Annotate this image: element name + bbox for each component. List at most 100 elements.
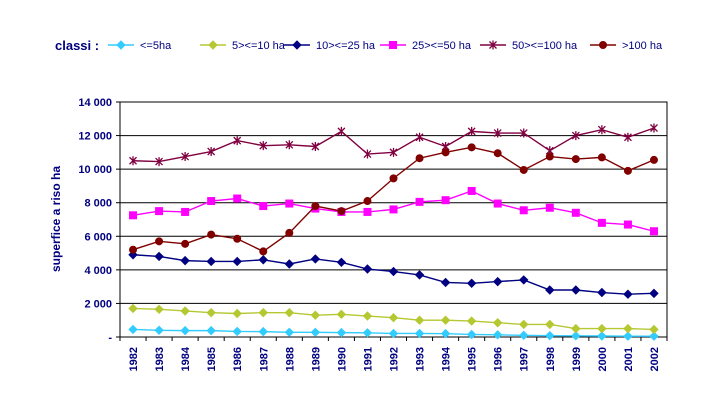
data-point <box>389 174 398 183</box>
data-point <box>489 40 497 50</box>
y-tick-label: 2 000 <box>84 298 112 310</box>
data-point <box>259 202 268 211</box>
x-tick-label: 1983 <box>154 347 166 371</box>
data-point <box>310 327 321 338</box>
data-point <box>649 331 659 341</box>
data-point <box>233 136 242 146</box>
data-point <box>285 140 294 150</box>
data-point <box>440 277 451 288</box>
data-point <box>545 285 555 295</box>
x-tick-label: 2002 <box>649 347 661 371</box>
data-point <box>208 40 218 50</box>
data-point <box>388 328 399 339</box>
x-tick-label: 1993 <box>415 347 427 371</box>
legend-label: 25><=50 ha <box>412 40 472 52</box>
data-point <box>597 323 607 334</box>
y-axis-title: superfice a riso ha <box>49 166 63 272</box>
data-point <box>623 166 632 175</box>
x-tick-label: 1985 <box>206 347 218 371</box>
data-point <box>623 132 632 142</box>
data-point <box>597 287 607 298</box>
series--5ha <box>128 324 659 341</box>
data-point <box>466 329 477 340</box>
x-tick-label: 1986 <box>232 347 244 371</box>
data-point <box>154 325 164 335</box>
data-point <box>311 202 320 211</box>
data-point <box>129 245 138 254</box>
x-tick-label: 1994 <box>441 346 453 371</box>
data-point <box>362 311 373 321</box>
data-point <box>649 227 658 236</box>
y-tick-label: 4 000 <box>84 265 112 277</box>
data-point <box>310 310 321 320</box>
data-point <box>233 234 242 243</box>
data-point <box>519 165 528 174</box>
data-point <box>597 218 606 227</box>
data-point <box>441 148 450 157</box>
data-point <box>467 186 476 195</box>
x-tick-label: 1989 <box>310 347 322 371</box>
legend-item: 50><=100 ha <box>480 40 578 52</box>
x-tick-label: 2001 <box>623 347 635 371</box>
data-point <box>492 330 503 340</box>
data-point <box>180 325 190 336</box>
data-point <box>154 251 164 262</box>
data-point <box>206 307 216 318</box>
data-point <box>154 304 164 315</box>
data-point <box>493 149 502 158</box>
data-point <box>259 247 268 256</box>
data-point <box>493 199 502 208</box>
data-point <box>336 327 347 338</box>
data-point <box>363 207 372 216</box>
x-tick-label: 1988 <box>284 347 296 371</box>
data-point <box>414 328 425 339</box>
data-point <box>649 288 659 299</box>
data-point <box>519 275 529 285</box>
data-point <box>649 155 658 164</box>
data-point <box>389 147 398 157</box>
data-point <box>388 266 399 277</box>
data-point <box>285 228 294 237</box>
data-point <box>597 331 607 341</box>
data-point <box>440 315 451 325</box>
data-point <box>492 318 503 328</box>
data-point <box>233 194 242 203</box>
data-point <box>128 303 138 314</box>
plot-area-frame <box>119 101 668 338</box>
data-point <box>389 205 398 214</box>
data-point <box>129 211 138 220</box>
data-point <box>571 331 581 341</box>
y-tick-label: - <box>108 332 112 344</box>
data-point <box>623 220 632 229</box>
data-point <box>414 270 425 280</box>
legend-label: 5><=10 ha <box>232 40 286 52</box>
data-point <box>415 197 424 206</box>
data-point <box>155 157 164 167</box>
data-point <box>467 143 476 152</box>
data-point <box>519 206 528 215</box>
data-point <box>650 123 658 133</box>
data-point <box>623 323 633 334</box>
x-axis-ticks: 1982 1983 1984 1985 1986 1987 1988 1989 1990 1991… <box>119 337 668 371</box>
data-point <box>128 324 138 335</box>
data-point <box>545 152 554 161</box>
x-tick-label: 1998 <box>545 347 557 371</box>
data-point <box>519 330 529 341</box>
y-tick-label: 6 000 <box>84 231 112 243</box>
data-point <box>493 128 502 138</box>
data-point <box>362 328 373 338</box>
legend-label: 50><=100 ha <box>512 40 578 52</box>
data-point <box>207 147 216 157</box>
data-point <box>180 306 190 316</box>
data-point <box>180 255 190 266</box>
x-tick-label: 1990 <box>336 347 348 371</box>
data-point <box>155 207 164 216</box>
data-point <box>545 319 555 330</box>
x-tick-label: 1995 <box>467 347 479 371</box>
data-point <box>545 330 555 341</box>
series-25-50-ha <box>129 186 658 236</box>
legend-label: <=5ha <box>140 40 172 52</box>
data-point <box>285 199 294 208</box>
x-tick-label: 1987 <box>258 347 270 371</box>
